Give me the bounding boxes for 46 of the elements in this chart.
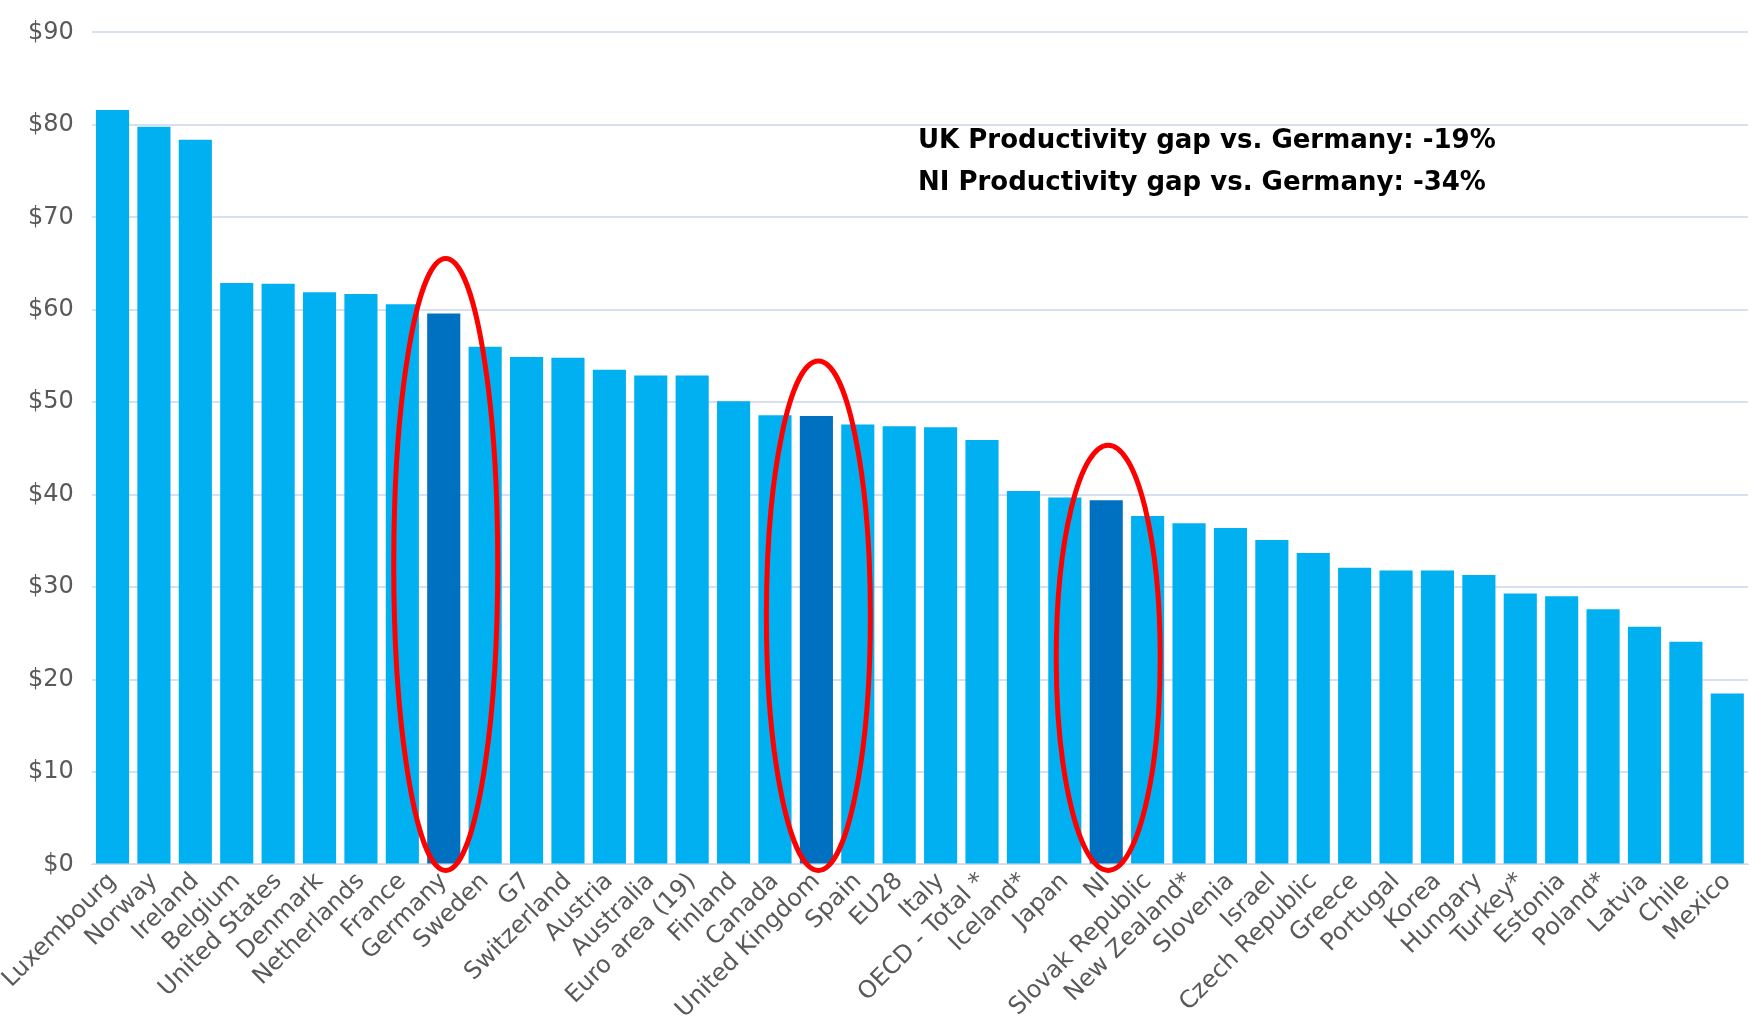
bar [924,427,958,864]
bar [302,292,337,864]
bar [1586,609,1620,864]
bar [1627,626,1662,864]
bar [965,440,999,864]
bar [137,126,171,864]
bar [717,401,751,864]
bar [220,282,254,864]
bar [799,416,833,864]
y-tick-label: $80 [28,109,74,138]
bar [1172,523,1206,864]
y-tick-label: $20 [28,663,74,692]
bar [634,375,668,864]
bar [1462,575,1496,864]
bar [1710,693,1744,864]
bar [510,356,544,864]
bar [1296,552,1330,864]
bar [1213,527,1247,864]
annotation: NI Productivity gap vs. Germany: -34% [918,165,1487,198]
y-tick-label: $30 [28,571,74,600]
bar [1669,641,1703,864]
bar [1006,490,1040,864]
bar [551,357,585,864]
bar [1089,500,1123,864]
bar [1503,593,1537,864]
y-tick-label: $90 [28,16,74,45]
bar [95,110,130,864]
bar [592,369,626,864]
bar [1338,567,1372,864]
bar [1545,596,1579,864]
bar [882,426,916,864]
y-tick-label: $0 [43,848,74,877]
bar [1420,570,1455,864]
y-tick-label: $70 [28,201,74,230]
bar [178,139,212,864]
y-tick-label: $10 [28,756,74,785]
bar [427,313,461,864]
y-tick-label: $40 [28,478,74,507]
bar [344,294,378,864]
annotation: UK Productivity gap vs. Germany: -19% [918,123,1496,156]
bar [261,283,295,864]
bar [1379,570,1413,864]
y-tick-label: $60 [28,293,74,322]
bar [1255,539,1289,864]
y-tick-label: $50 [28,386,74,415]
bar [675,375,709,864]
